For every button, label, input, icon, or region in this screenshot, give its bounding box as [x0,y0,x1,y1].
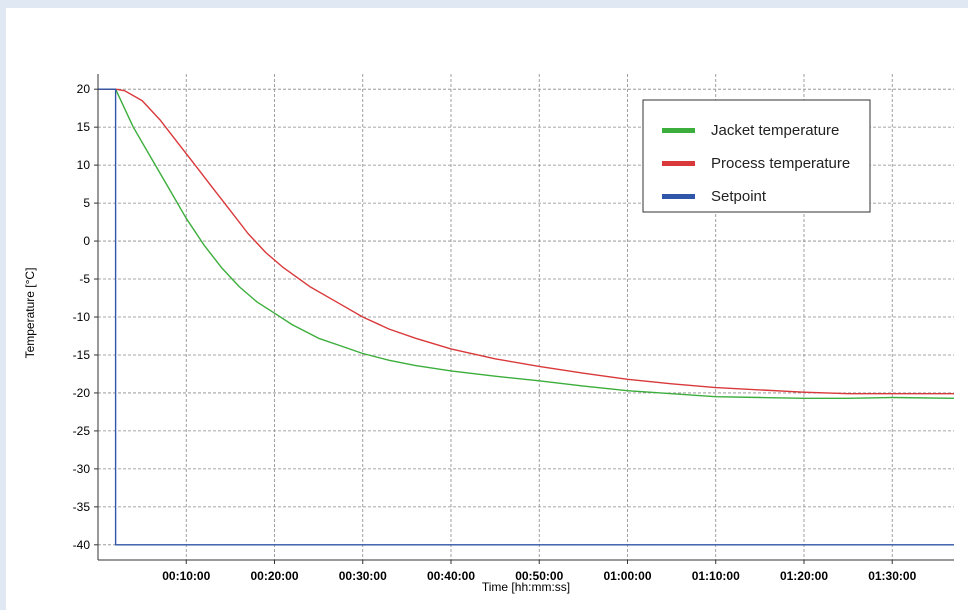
x-tick-label: 01:10:00 [692,569,740,583]
x-tick-label: 01:30:00 [868,569,916,583]
y-tick-label: 5 [83,196,90,210]
x-tick-label: 01:20:00 [780,569,828,583]
x-tick-labels: 00:10:00 00:20:00 00:30:00 00:40:00 00:50:00… [162,560,917,583]
y-tick-label: -30 [73,462,91,476]
x-tick-label: 00:40:00 [427,569,475,583]
legend-label-jacket-temperature: Jacket temperature [711,122,839,139]
legend-label-setpoint: Setpoint [711,188,767,205]
y-tick-label: 0 [83,234,90,248]
x-axis-title: Time [hh:mm:ss] [482,580,570,594]
jacket-temperature-line [98,88,955,399]
y-tick-label: -5 [79,272,90,286]
legend-swatch-process-temperature [662,161,695,166]
x-tick-label: 00:20:00 [250,569,298,583]
x-tick-label: 00:10:00 [162,569,210,583]
y-tick-label: -20 [73,386,91,400]
x-tick-label: 01:00:00 [603,569,651,583]
series-group [98,88,955,546]
x-tick-label: 00:50:00 [515,569,563,583]
temperature-chart: 20 15 10 5 0 -5 -10 -15 -20 -25 -30 -35 -40 00:10:00… [23,74,955,594]
legend-swatch-jacket-temperature [662,128,695,133]
y-tick-label: -15 [73,348,91,362]
legend-swatch-setpoint [662,194,695,199]
y-tick-label: -35 [73,500,91,514]
chart-frame: 20 15 10 5 0 -5 -10 -15 -20 -25 -30 -35 -40 00:10:00… [6,8,968,610]
y-tick-label: -10 [73,310,91,324]
y-axis-title: Temperature [°C] [23,268,37,359]
legend-label-process-temperature: Process temperature [711,155,850,172]
y-tick-labels: 20 15 10 5 0 -5 -10 -15 -20 -25 -30 -35 -40 [73,82,98,552]
legend-box [642,99,871,213]
x-tick-label: 00:30:00 [339,569,387,583]
y-tick-label: 20 [77,82,91,96]
setpoint-line [98,88,954,546]
y-tick-label: 10 [77,158,91,172]
y-tick-label: 15 [77,120,91,134]
process-temperature-line [98,88,954,395]
y-tick-label: -40 [73,538,91,552]
legend: Jacket temperature Process temperature Set… [642,99,871,213]
y-tick-label: -25 [73,424,91,438]
